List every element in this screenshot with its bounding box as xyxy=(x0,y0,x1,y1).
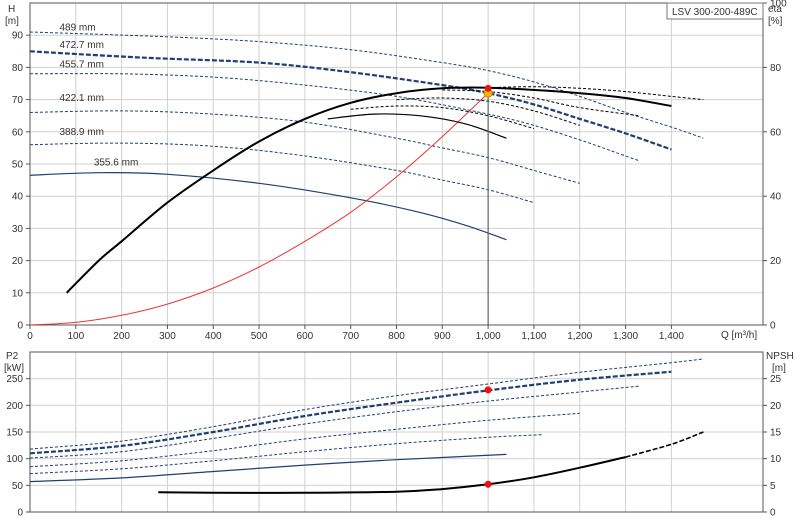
x-tick-label: 1,400 xyxy=(659,331,684,342)
duty-point-power-marker xyxy=(484,386,492,394)
head-curve xyxy=(29,110,580,184)
bottom-ticks: 0 50 100 150 200 250 0 5 10 15 20 25 xyxy=(6,374,781,518)
top-grid xyxy=(30,3,763,325)
duty-point-eta-marker xyxy=(484,84,492,92)
npsh-curve-extension xyxy=(625,431,704,458)
x-tick-label: 400 xyxy=(205,331,222,342)
x-tick-label: 1,000 xyxy=(476,331,501,342)
power-curve xyxy=(29,370,672,455)
eta-axis-label: eta xyxy=(768,4,782,15)
power-axis-label: P2 xyxy=(6,351,19,362)
head-efficiency-panel: 489 mm 472.7 mm 455.7 mm 422.1 mm 388.9 mm 35… xyxy=(5,0,787,342)
head-axis-label: H xyxy=(8,4,15,15)
head-curve xyxy=(29,73,640,162)
efficiency-curve xyxy=(488,86,704,101)
npsh-tick-label: 15 xyxy=(770,428,782,439)
head-tick-label: 50 xyxy=(12,160,24,171)
power-tick-label: 150 xyxy=(6,428,23,439)
power-tick-label: 50 xyxy=(12,481,24,492)
system-curve xyxy=(29,92,489,326)
power-tick-label: 0 xyxy=(17,508,23,519)
eta-tick-label: 60 xyxy=(770,127,782,138)
npsh-axis-label: NPSH xyxy=(766,351,794,362)
power-curve xyxy=(29,385,640,459)
power-tick-label: 200 xyxy=(6,401,23,412)
x-tick-label: 500 xyxy=(251,331,268,342)
power-axis-unit: [kW] xyxy=(4,363,24,374)
x-tick-label: 600 xyxy=(297,331,314,342)
power-curve xyxy=(29,453,507,483)
power-curve xyxy=(29,412,580,468)
head-tick-label: 20 xyxy=(12,256,24,267)
eta-axis-unit: [%] xyxy=(768,16,783,27)
head-tick-label: 60 xyxy=(12,127,24,138)
power-curve xyxy=(29,434,544,475)
x-tick-label: 800 xyxy=(388,331,405,342)
power-tick-label: 250 xyxy=(6,374,23,385)
efficiency-curve xyxy=(327,113,507,139)
power-npsh-panel: 0 50 100 150 200 250 0 5 10 15 20 25 P2 [kW] NPSH [… xyxy=(4,351,794,519)
npsh-curve xyxy=(158,456,626,494)
x-tick-label: 700 xyxy=(342,331,359,342)
head-tick-label: 90 xyxy=(12,31,24,42)
eta-tick-label: 40 xyxy=(770,192,782,203)
efficiency-curve xyxy=(65,86,672,294)
efficiency-curve xyxy=(442,89,640,117)
x-tick-label: 1,300 xyxy=(613,331,638,342)
head-curve-label: 388.9 mm xyxy=(59,127,103,138)
head-tick-label: 80 xyxy=(12,63,24,74)
head-curve-label: 422.1 mm xyxy=(59,93,103,104)
npsh-tick-label: 10 xyxy=(770,454,782,465)
eta-tick-label: 80 xyxy=(770,63,782,74)
power-tick-label: 100 xyxy=(6,454,23,465)
head-tick-label: 30 xyxy=(12,224,24,235)
x-tick-label: 300 xyxy=(159,331,176,342)
head-curve xyxy=(29,172,507,241)
head-tick-label: 40 xyxy=(12,192,24,203)
flow-axis-label: Q [m³/h] xyxy=(721,330,757,341)
npsh-axis-unit: [m] xyxy=(772,363,786,374)
x-tick-label: 1,100 xyxy=(521,331,546,342)
head-axis-unit: [m] xyxy=(5,16,19,27)
head-curve-label: 455.7 mm xyxy=(59,59,103,70)
head-curve-label: 472.7 mm xyxy=(59,40,103,51)
head-curve xyxy=(29,142,535,204)
top-marks: 489 mm 472.7 mm 455.7 mm 422.1 mm 388.9 mm 35… xyxy=(29,22,704,326)
head-curve-label: 355.6 mm xyxy=(94,158,138,169)
npsh-tick-label: 20 xyxy=(770,401,782,412)
eta-tick-label: 0 xyxy=(770,321,776,332)
chart-title-box xyxy=(666,2,764,20)
chart-title: LSV 300-200-489C xyxy=(672,7,758,18)
x-tick-label: 900 xyxy=(434,331,451,342)
x-tick-label: 0 xyxy=(27,331,33,342)
duty-point-npsh-marker xyxy=(484,480,492,488)
head-curve-label: 489 mm xyxy=(59,22,95,33)
bottom-marks xyxy=(29,358,704,494)
bottom-grid xyxy=(30,352,763,512)
x-tick-label: 200 xyxy=(113,331,130,342)
top-ticks: 0 100 200 300 400 500 600 700 800 900 1,000 1,100 1,… xyxy=(12,0,787,342)
npsh-tick-label: 25 xyxy=(770,374,782,385)
efficiency-curve xyxy=(350,105,535,130)
x-tick-label: 100 xyxy=(67,331,84,342)
npsh-tick-label: 5 xyxy=(770,481,776,492)
npsh-tick-label: 0 xyxy=(770,508,776,519)
head-curve xyxy=(29,50,672,151)
eta-tick-label: 100 xyxy=(770,0,787,10)
head-curve xyxy=(29,31,704,139)
head-tick-label: 0 xyxy=(17,321,23,332)
head-tick-label: 70 xyxy=(12,95,24,106)
eta-tick-label: 20 xyxy=(770,256,782,267)
power-curve xyxy=(29,358,704,450)
x-tick-label: 1,200 xyxy=(567,331,592,342)
head-tick-label: 10 xyxy=(12,288,24,299)
